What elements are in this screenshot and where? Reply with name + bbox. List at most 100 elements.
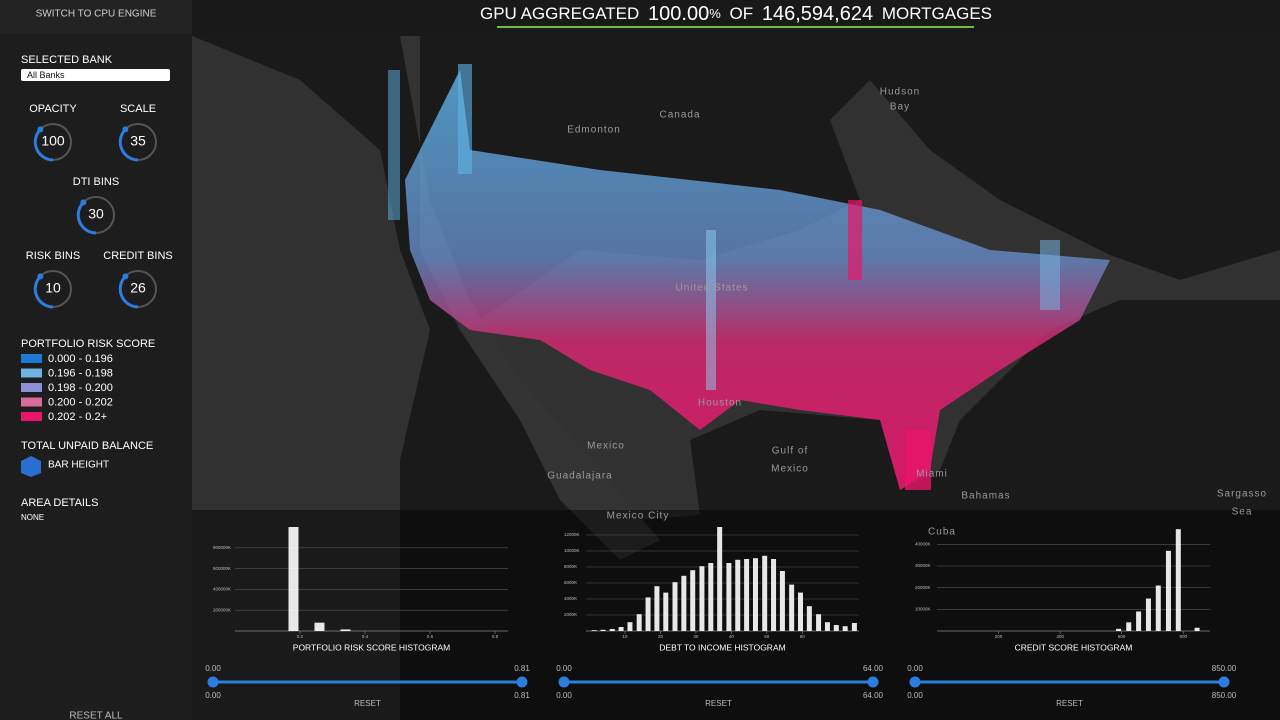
- histogram-bar: [1175, 529, 1181, 631]
- knob-handle[interactable]: [37, 273, 44, 280]
- slider-handle-high[interactable]: [516, 676, 528, 688]
- histogram-bar: [1116, 628, 1122, 631]
- x-tick-label: 400: [1056, 634, 1064, 639]
- histogram-bar: [288, 527, 299, 631]
- histogram-bar: [744, 559, 750, 631]
- knob-label: DTI BINS: [73, 176, 119, 188]
- reset-button[interactable]: RESET: [1056, 699, 1083, 708]
- bank-value: All Banks: [27, 70, 65, 80]
- slider-min: 0.00: [907, 664, 923, 673]
- slider-min: 0.00: [205, 664, 221, 673]
- histogram-bar: [717, 527, 723, 631]
- y-tick-label: 10000K: [915, 607, 931, 612]
- map-label: Guadalajara: [547, 471, 612, 482]
- histogram-bar: [654, 586, 660, 631]
- legend-label: 0.198 - 0.200: [48, 382, 113, 394]
- x-tick-label: 0.6: [427, 634, 434, 639]
- knob-label: SCALE: [120, 103, 156, 115]
- histogram-bar: [779, 571, 785, 631]
- tower: [706, 230, 716, 390]
- map-label: Mexico: [771, 464, 809, 475]
- knob-handle[interactable]: [37, 126, 44, 133]
- knob-handle[interactable]: [122, 126, 129, 133]
- tower: [848, 200, 862, 280]
- map-label: Houston: [698, 398, 742, 409]
- histogram-bar: [1126, 622, 1132, 631]
- engine-toggle[interactable]: SWITCH TO CPU ENGINE: [36, 9, 157, 20]
- area-title: AREA DETAILS: [21, 497, 98, 509]
- header-percent-sign: %: [709, 6, 721, 21]
- y-tick-label: 200000K: [213, 607, 231, 612]
- x-tick-label: 0.2: [297, 634, 304, 639]
- slider-to: 850.00: [1212, 691, 1237, 700]
- reset-button[interactable]: RESET: [705, 699, 732, 708]
- x-tick-label: 0.8: [492, 634, 499, 639]
- y-tick-label: 10000K: [564, 548, 580, 553]
- map-label: Sargasso: [1217, 489, 1267, 500]
- y-tick-label: 30000K: [915, 563, 931, 568]
- histogram-bar: [591, 630, 597, 631]
- legend-swatch: [21, 383, 42, 392]
- slider-handle-low[interactable]: [909, 676, 921, 688]
- y-tick-label: 2000K: [564, 612, 577, 617]
- histogram-bar: [851, 623, 857, 631]
- histogram-bar: [618, 627, 624, 631]
- knob-label: CREDIT BINS: [103, 250, 172, 262]
- histogram-bar: [627, 622, 633, 631]
- knob-handle[interactable]: [122, 273, 129, 280]
- engine-toggle-bg[interactable]: [0, 0, 192, 34]
- map-label: Hudson: [880, 87, 920, 98]
- map-label: Bay: [890, 102, 910, 113]
- knob-value: 26: [130, 280, 146, 296]
- histogram-bar: [833, 625, 839, 631]
- legend-label: 0.000 - 0.196: [48, 353, 113, 365]
- histogram-bar: [1136, 611, 1142, 631]
- histogram-bar: [340, 629, 351, 631]
- slider-handle-high[interactable]: [867, 676, 879, 688]
- histogram-bar: [672, 582, 678, 631]
- knob-arc: [118, 128, 139, 162]
- histogram-title: DEBT TO INCOME HISTOGRAM: [659, 642, 785, 652]
- histogram-bar: [816, 614, 822, 631]
- header-count: 146,594,624: [762, 3, 873, 25]
- histogram-bar: [735, 559, 741, 631]
- histogram-bar: [681, 575, 687, 631]
- legend-swatch: [21, 397, 42, 407]
- histogram-bar: [789, 584, 795, 631]
- y-tick-label: 600000K: [213, 566, 231, 571]
- knob-arc: [33, 128, 54, 162]
- header-suffix: MORTGAGES: [882, 4, 992, 23]
- slider-handle-low[interactable]: [558, 676, 570, 688]
- tower: [388, 70, 400, 220]
- tower: [458, 64, 472, 174]
- histogram-bar: [762, 555, 768, 631]
- x-tick-label: 40: [729, 634, 735, 639]
- slider-to: 0.81: [514, 691, 530, 700]
- slider-min: 0.00: [556, 664, 572, 673]
- reset-all[interactable]: RESET ALL: [69, 711, 123, 720]
- histogram-bar: [663, 592, 669, 631]
- legend-title: PORTFOLIO RISK SCORE: [21, 338, 155, 350]
- reset-button[interactable]: RESET: [354, 699, 381, 708]
- header-middle: OF: [730, 4, 754, 23]
- x-tick-label: 20: [658, 634, 664, 639]
- x-tick-label: 600: [1118, 634, 1126, 639]
- x-tick-label: 30: [693, 634, 699, 639]
- histogram-bar: [752, 558, 758, 631]
- knob-arc: [76, 201, 97, 235]
- histogram-bar: [1155, 585, 1161, 631]
- slider-handle-low[interactable]: [207, 676, 219, 688]
- histogram-bar: [708, 563, 714, 631]
- slider-handle-high[interactable]: [1218, 676, 1230, 688]
- header-percent: 100.00: [648, 3, 709, 25]
- knob-handle[interactable]: [80, 199, 87, 206]
- bank-dropdown[interactable]: [21, 69, 170, 81]
- map-label: Sea: [1232, 507, 1253, 518]
- histogram-bar: [824, 622, 830, 631]
- land-west: [192, 36, 660, 560]
- map-label: Canada: [659, 110, 700, 121]
- knob-arc: [33, 275, 54, 309]
- histogram-title: PORTFOLIO RISK SCORE HISTOGRAM: [293, 642, 450, 652]
- histogram-bar: [645, 597, 651, 631]
